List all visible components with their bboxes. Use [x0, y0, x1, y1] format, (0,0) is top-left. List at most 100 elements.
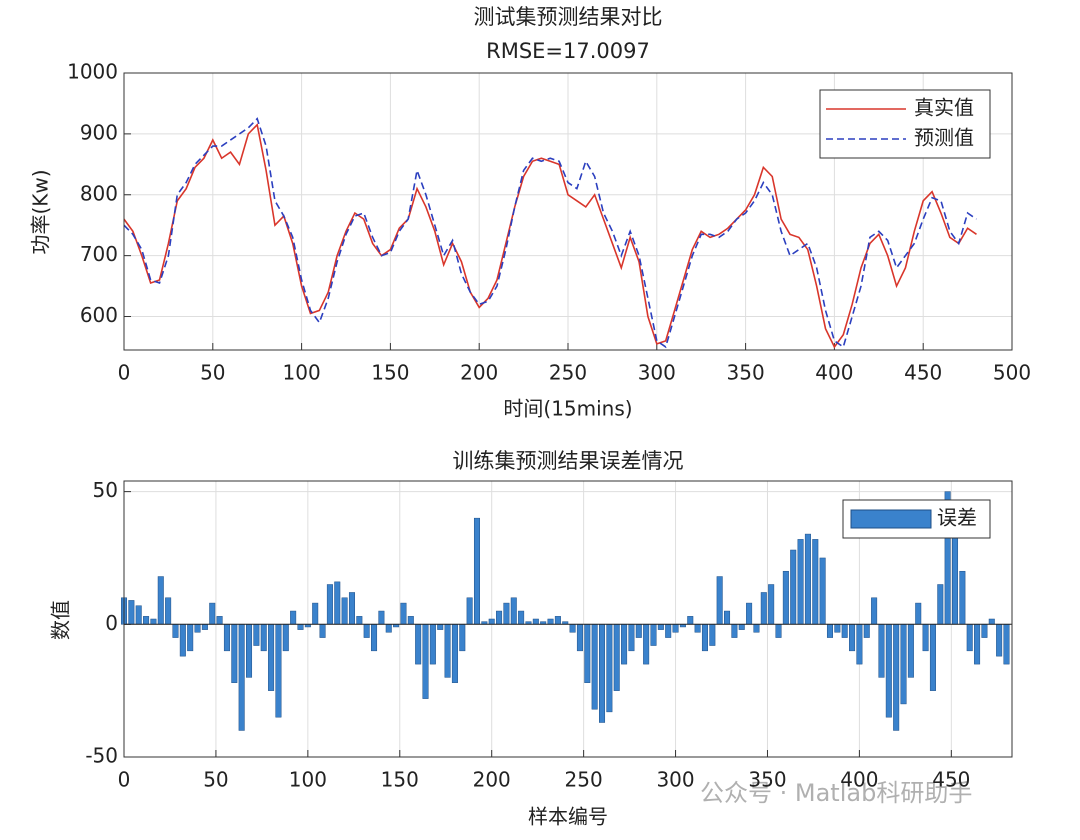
y-tick-label: 0	[105, 611, 118, 635]
bar	[988, 618, 995, 625]
y-tick-label: -50	[85, 744, 118, 768]
bar	[746, 602, 753, 625]
bar	[959, 570, 966, 625]
legend-label: 误差	[937, 506, 977, 530]
bar	[459, 624, 466, 652]
line-series	[123, 123, 977, 349]
axes-frame	[123, 480, 1013, 758]
bar	[900, 624, 907, 705]
x-tick-label: 350	[748, 768, 786, 792]
bar	[246, 624, 253, 678]
legend-label: 预测值	[914, 126, 974, 150]
axes-frame	[123, 72, 1013, 351]
x-tick-label: 300	[656, 768, 694, 792]
bar	[974, 624, 981, 665]
bar	[503, 602, 510, 625]
bar	[849, 624, 856, 652]
bar	[135, 605, 142, 625]
bar	[871, 597, 878, 625]
bar	[415, 624, 422, 665]
x-axis-label: 时间(15mins)	[503, 397, 632, 421]
bar	[378, 610, 385, 625]
x-tick-label: 100	[289, 768, 327, 792]
bar	[760, 592, 767, 625]
bar	[363, 624, 370, 638]
x-tick-label: 300	[638, 361, 676, 385]
bar	[797, 539, 804, 625]
bar	[753, 624, 760, 633]
bar	[885, 624, 892, 718]
bar	[738, 624, 745, 630]
x-tick-label: 250	[565, 768, 603, 792]
bar	[804, 533, 811, 625]
bar	[966, 624, 973, 652]
bar	[937, 584, 944, 625]
x-tick-label: 250	[549, 361, 587, 385]
y-tick-label: 50	[93, 478, 118, 502]
x-tick-label: 450	[932, 768, 970, 792]
bar	[591, 624, 598, 710]
bar	[179, 624, 186, 657]
x-tick-label: 450	[904, 361, 942, 385]
bar	[216, 616, 223, 625]
bar	[172, 624, 179, 638]
bar	[165, 597, 172, 625]
bar	[150, 618, 157, 625]
bar	[157, 576, 164, 625]
bar	[790, 549, 797, 625]
bar	[922, 624, 929, 652]
x-tick-label: 50	[200, 361, 225, 385]
bar	[312, 602, 319, 625]
bar	[584, 624, 591, 683]
x-tick-label: 350	[727, 361, 765, 385]
bar	[554, 616, 561, 625]
bar	[385, 624, 392, 633]
y-axis-label: 数值	[49, 600, 73, 640]
bar	[371, 624, 378, 652]
bar	[856, 624, 863, 665]
bar	[547, 618, 554, 625]
bar	[819, 557, 826, 625]
bar	[187, 624, 194, 652]
bar	[488, 618, 495, 625]
bar	[672, 624, 679, 633]
bar	[429, 624, 436, 665]
x-tick-label: 200	[460, 361, 498, 385]
bar	[253, 624, 260, 646]
bar	[716, 576, 723, 625]
x-tick-label: 400	[840, 768, 878, 792]
bar	[893, 624, 900, 731]
bar	[209, 602, 216, 625]
bar	[724, 610, 731, 625]
watermark: 公众号 · Matlab科研助手	[700, 779, 972, 807]
bar	[981, 624, 988, 638]
bar	[650, 624, 657, 646]
bar	[194, 624, 201, 633]
bar	[422, 624, 429, 699]
bar	[437, 624, 444, 630]
bar	[1003, 624, 1010, 665]
x-tick-label: 200	[473, 768, 511, 792]
bar	[128, 600, 135, 625]
y-tick-label: 900	[80, 120, 118, 144]
bar	[635, 624, 642, 638]
bar	[518, 610, 525, 625]
bar	[326, 584, 333, 625]
bar	[143, 616, 150, 625]
y-tick-label: 800	[80, 181, 118, 205]
chart-subtitle: RMSE=17.0097	[486, 39, 650, 63]
bar	[231, 624, 238, 683]
x-tick-label: 0	[118, 361, 131, 385]
y-tick-label: 700	[80, 242, 118, 266]
bar	[665, 624, 672, 638]
bar	[334, 581, 341, 625]
bar	[319, 624, 326, 638]
bar	[687, 616, 694, 625]
x-tick-label: 500	[993, 361, 1031, 385]
x-tick-label: 100	[283, 361, 321, 385]
bar	[907, 624, 914, 678]
bar	[510, 597, 517, 625]
bar	[341, 597, 348, 625]
bar	[768, 584, 775, 625]
y-axis-label: 功率(Kw)	[29, 169, 53, 254]
